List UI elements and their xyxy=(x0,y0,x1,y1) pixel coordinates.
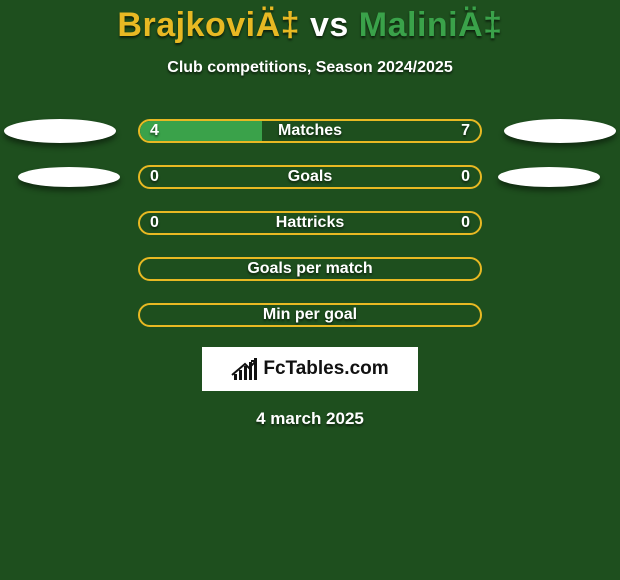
stat-row: 0 0 Goals xyxy=(0,165,620,189)
stat-value-left: 0 xyxy=(150,168,159,186)
vs-separator: vs xyxy=(300,6,359,44)
stat-value-right: 0 xyxy=(461,168,470,186)
player-a-name: BrajkoviÄ‡ xyxy=(117,6,300,44)
subtitle: Club competitions, Season 2024/2025 xyxy=(0,59,620,77)
stat-label: Matches xyxy=(278,122,342,140)
player-a-avatar xyxy=(18,167,120,187)
stat-label: Min per goal xyxy=(263,306,357,324)
stat-bar: 0 0 Goals xyxy=(138,165,482,189)
stat-row: 4 7 Matches xyxy=(0,119,620,143)
player-b-avatar xyxy=(504,119,616,143)
page-title: BrajkoviÄ‡ vs MaliniÄ‡ xyxy=(0,0,620,45)
stat-value-left: 4 xyxy=(150,122,159,140)
comparison-card: BrajkoviÄ‡ vs MaliniÄ‡ Club competitions… xyxy=(0,0,620,580)
arrow-icon xyxy=(231,360,257,378)
stat-label: Goals per match xyxy=(247,260,372,278)
stat-row: Goals per match xyxy=(0,257,620,281)
stat-value-right: 0 xyxy=(461,214,470,232)
player-b-avatar xyxy=(498,167,600,187)
barchart-icon xyxy=(231,358,259,380)
brand-text: FcTables.com xyxy=(263,358,388,380)
stat-label: Goals xyxy=(288,168,332,186)
player-b-name: MaliniÄ‡ xyxy=(359,6,503,44)
stat-bar: 4 7 Matches xyxy=(138,119,482,143)
stat-rows: 4 7 Matches 0 0 Goals 0 0 Hattricks Goals per mat… xyxy=(0,119,620,327)
stat-bar: Goals per match xyxy=(138,257,482,281)
stat-bar: 0 0 Hattricks xyxy=(138,211,482,235)
stat-value-left: 0 xyxy=(150,214,159,232)
stat-row: Min per goal xyxy=(0,303,620,327)
stat-row: 0 0 Hattricks xyxy=(0,211,620,235)
brand-box: FcTables.com xyxy=(202,347,418,391)
player-a-avatar xyxy=(4,119,116,143)
stat-value-right: 7 xyxy=(461,122,470,140)
stat-label: Hattricks xyxy=(276,214,344,232)
date-text: 4 march 2025 xyxy=(0,409,620,429)
stat-bar: Min per goal xyxy=(138,303,482,327)
